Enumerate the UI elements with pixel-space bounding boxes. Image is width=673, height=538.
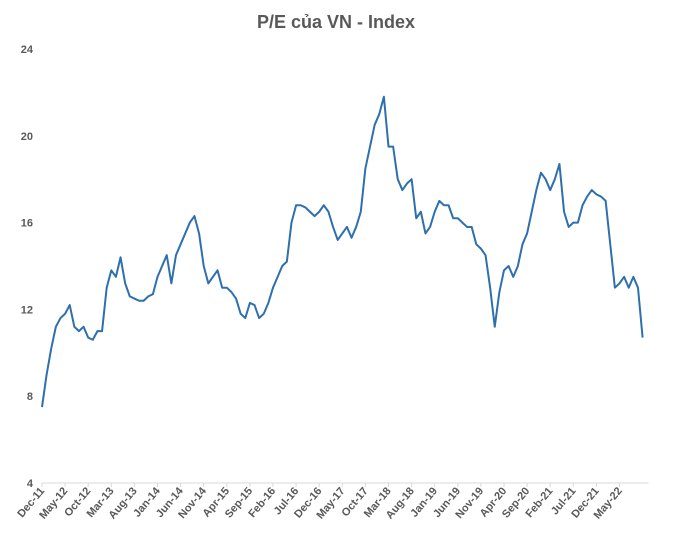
y-tick-label: 12 xyxy=(21,304,33,316)
chart-title: P/E của VN - Index xyxy=(257,12,415,32)
y-tick-label: 4 xyxy=(27,478,34,490)
y-tick-label: 20 xyxy=(21,131,33,143)
line xyxy=(41,95,644,408)
y-tick-label: 8 xyxy=(27,391,33,403)
y-tick-label: 24 xyxy=(21,44,34,56)
y-tick-label: 16 xyxy=(21,218,33,230)
